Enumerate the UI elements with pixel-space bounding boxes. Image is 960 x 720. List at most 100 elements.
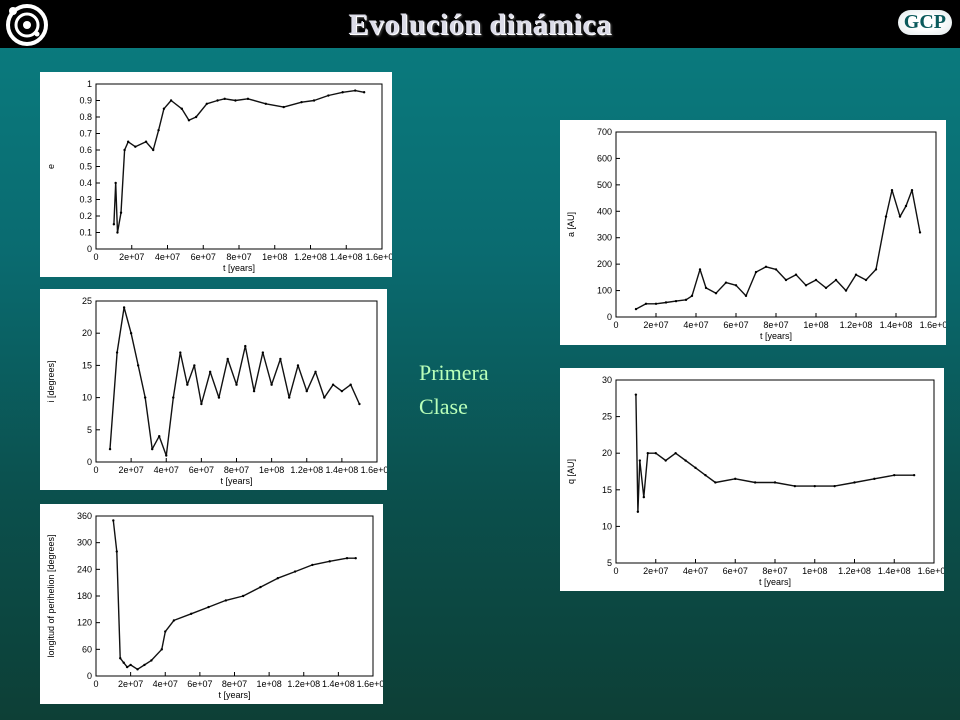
data-point	[157, 129, 160, 132]
y-tick-label: 100	[597, 286, 612, 296]
data-point	[112, 519, 115, 522]
data-point	[224, 599, 228, 602]
data-point	[753, 481, 757, 484]
data-point	[824, 286, 828, 290]
data-point	[165, 454, 168, 457]
data-point	[261, 351, 265, 354]
data-point	[207, 605, 210, 609]
data-point	[362, 91, 366, 94]
series-line	[635, 189, 921, 310]
page-title: Evolución dinámica	[348, 8, 612, 41]
data-point	[345, 557, 349, 560]
y-tick-label: 10	[602, 521, 612, 531]
data-point	[259, 585, 262, 589]
x-tick-label: 0	[613, 320, 618, 330]
data-point	[200, 402, 203, 406]
data-point	[216, 99, 219, 102]
x-tick-label: 4e+07	[683, 320, 708, 330]
data-point	[276, 577, 279, 580]
x-tick-label: 8e+07	[224, 465, 249, 475]
y-tick-label: 20	[82, 328, 92, 338]
chart-panel-perihelion-distance: 5 10 15 20 25 30 2e+07 4e+07 6e+07 8e+07 1e+08 1.2e…	[560, 368, 944, 591]
data-point	[354, 557, 357, 560]
y-tick-label: 0.5	[79, 162, 92, 172]
x-tick-label: 1.2e+08	[290, 465, 323, 475]
data-point	[734, 284, 738, 287]
data-point	[151, 447, 154, 451]
data-point	[714, 292, 718, 295]
data-point	[194, 115, 198, 119]
x-tick-label: 1e+08	[262, 252, 287, 262]
data-point	[226, 357, 229, 361]
x-tick-label: 1.6e+08	[361, 465, 387, 475]
data-point	[884, 215, 888, 218]
data-point	[844, 289, 848, 292]
x-tick-label: 6e+07	[191, 252, 216, 262]
data-point	[129, 332, 133, 335]
data-point	[136, 668, 139, 671]
data-point	[129, 663, 132, 667]
y-tick-label: 0	[87, 457, 92, 467]
series-line	[113, 89, 365, 234]
data-point	[160, 648, 163, 651]
y-tick-label: 20	[602, 448, 612, 458]
x-tick-label: 1e+08	[256, 679, 281, 689]
data-point	[208, 370, 212, 374]
data-point	[853, 481, 856, 484]
x-tick-label: 1.4e+08	[878, 566, 911, 576]
data-point	[634, 393, 638, 396]
y-axis-label: i [degrees]	[46, 360, 56, 402]
data-point	[282, 105, 285, 109]
y-tick-label: 25	[602, 412, 612, 422]
data-point	[898, 215, 902, 218]
y-tick-label: 240	[77, 564, 92, 574]
data-point	[164, 630, 167, 633]
data-point	[180, 107, 183, 110]
data-point	[287, 396, 291, 399]
data-point	[714, 481, 717, 484]
data-point	[910, 188, 914, 192]
y-tick-label: 120	[77, 618, 92, 628]
data-point	[305, 389, 308, 393]
semimajor-axis-chart: 0 100 200 300 400 500 600 700 2e+07 4e+07 6e+07 8e+…	[566, 127, 946, 341]
y-tick-label: 0	[87, 671, 92, 681]
x-tick-label: 1.6e+08	[920, 320, 946, 330]
y-axis-label: a [AU]	[566, 212, 576, 237]
x-tick-label: 1.2e+08	[287, 679, 320, 689]
data-point	[349, 383, 352, 386]
data-point	[270, 383, 273, 386]
x-tick-label: 8e+07	[762, 566, 787, 576]
plot-frame	[95, 300, 378, 463]
data-point	[293, 570, 297, 573]
data-point	[834, 278, 838, 282]
x-axis-label: t [years]	[759, 577, 791, 587]
x-tick-label: 2e+07	[118, 465, 143, 475]
x-tick-label: 6e+07	[189, 465, 214, 475]
data-point	[312, 99, 316, 102]
x-tick-label: 4e+07	[683, 566, 708, 576]
data-point	[331, 383, 335, 386]
data-point	[864, 278, 868, 282]
perihelion-chart: 0 60 120 180 240 300 360 2e+07 4e+07 6e+07 8e+07 1e…	[46, 511, 383, 700]
data-point	[904, 204, 908, 208]
data-point	[323, 396, 326, 399]
y-tick-label: 0.6	[79, 145, 92, 155]
data-point	[115, 351, 119, 354]
data-point	[754, 270, 758, 274]
data-point	[704, 473, 707, 477]
x-tick-label: 0	[613, 566, 618, 576]
y-tick-label: 0.7	[79, 129, 92, 139]
y-tick-label: 300	[77, 538, 92, 548]
y-tick-label: 0.9	[79, 96, 92, 106]
x-tick-label: 1.4e+08	[330, 252, 363, 262]
data-point	[690, 294, 694, 298]
gcp-badge: GCP	[897, 10, 952, 35]
data-point	[123, 148, 126, 152]
data-point	[814, 278, 818, 282]
data-point	[119, 657, 122, 660]
data-point	[125, 665, 129, 669]
x-tick-label: 8e+07	[763, 320, 788, 330]
data-point	[646, 452, 649, 455]
y-tick-label: 5	[607, 558, 612, 568]
data-point	[912, 473, 916, 477]
